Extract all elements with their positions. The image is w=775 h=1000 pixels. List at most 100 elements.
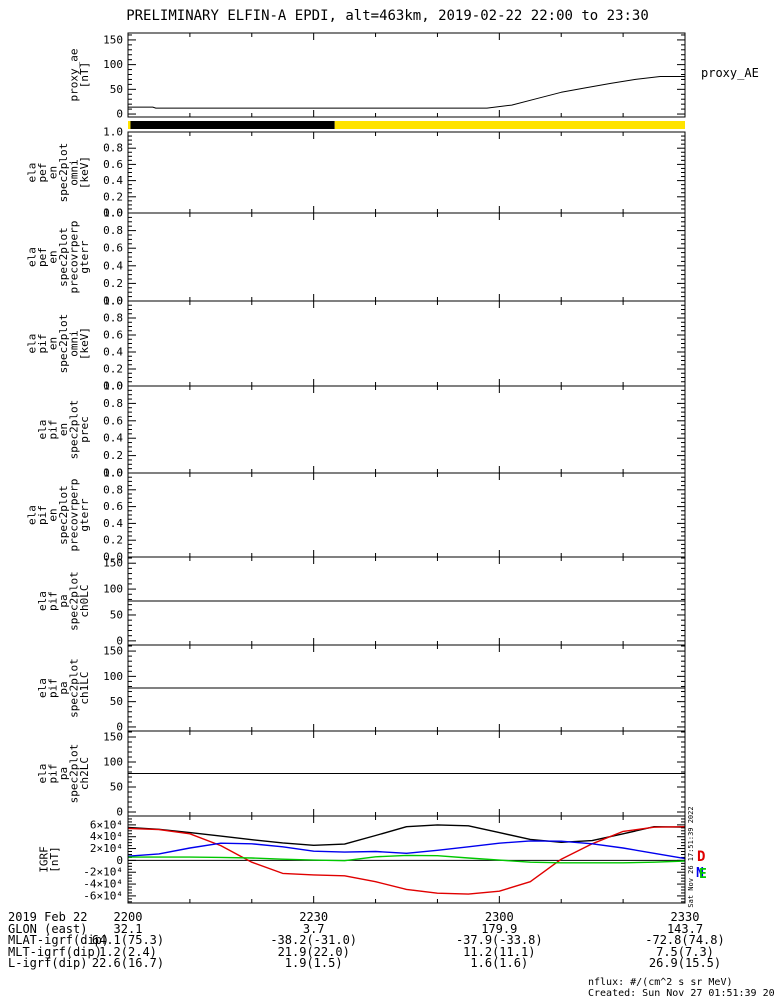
- panel-ylabel-line: spec2plot: [68, 744, 81, 804]
- y-tick-label: 50: [110, 83, 123, 96]
- series-N: [127, 840, 686, 860]
- y-tick-label: 0.4: [103, 432, 123, 445]
- series-B: [127, 824, 686, 846]
- panel-ylabel-line: spec2plot: [57, 314, 70, 374]
- y-tick-label: 1.0: [103, 380, 123, 393]
- panel-ylabel-line: [nT]: [78, 62, 91, 89]
- orbit-bar-segment: [128, 121, 131, 129]
- panel-ela_pif_en_spec2plot_omni: 0.0 0.2 0.4 0.6 0.8 1.0 elapifenspec2plotomni[…: [26, 295, 686, 393]
- igrf-legend-d: D: [697, 849, 706, 865]
- panel-border: [127, 815, 686, 904]
- footer-row-label: L-igrf(dip): [8, 956, 88, 970]
- footer-value: 1.2(2.4): [99, 944, 157, 959]
- igrf-legend-n: N: [696, 866, 704, 881]
- panel-ylabel-line: [keV]: [78, 327, 91, 360]
- panel-ylabel-line: pa: [57, 767, 70, 780]
- y-tick-label: -2×10⁴: [83, 866, 123, 879]
- y-tick-label: 0.2: [103, 363, 123, 376]
- panel-ylabel-line: prec: [78, 416, 91, 443]
- y-tick-label: 1.0: [103, 126, 123, 139]
- panel-border: [127, 300, 686, 387]
- y-tick-label: 0.2: [103, 277, 123, 290]
- y-tick-label: 0: [116, 720, 123, 733]
- footer-value: 32.1: [113, 921, 143, 936]
- vertical-timestamp: Sat Nov 26 17:51:39 2022: [687, 806, 695, 908]
- y-tick-label: 0.6: [103, 242, 123, 255]
- panel-border: [127, 472, 686, 558]
- flux-units-note: nflux: #/(cm^2 s sr MeV): [588, 977, 733, 988]
- page-title: PRELIMINARY ELFIN-A EPDI, alt=463km, 201…: [126, 8, 649, 24]
- panel-ylabel-line: pif: [36, 505, 49, 525]
- y-tick-label: 0.2: [103, 190, 123, 203]
- footer-value: 2230: [299, 910, 329, 924]
- y-tick-label: 0.4: [103, 259, 123, 272]
- y-tick-label: 0.6: [103, 414, 123, 427]
- y-tick-label: 6×10⁴: [90, 818, 123, 831]
- y-tick-label: 0.0: [103, 380, 123, 393]
- panel-ylabel-line: pif: [47, 420, 60, 440]
- y-tick-label: 0.6: [103, 158, 123, 171]
- panel-ylabel-line: ela: [26, 334, 39, 354]
- panel-ylabel-line: en: [57, 423, 70, 436]
- footer-value: 179.9: [481, 921, 518, 936]
- footer-value: 1.6(1.6): [470, 956, 529, 970]
- panel-ylabel-line: spec2plot: [68, 571, 81, 631]
- panel-ylabel-line: spec2plot: [68, 658, 81, 718]
- panel-ylabel-line: ela: [26, 505, 39, 525]
- panel-ylabel-line: ela: [36, 764, 49, 784]
- panel-proxy_ae: 0 50 100 150 proxy_ae[nT]: [68, 32, 686, 121]
- y-tick-label: 0.8: [103, 224, 123, 237]
- y-tick-label: 150: [103, 645, 123, 658]
- created-timestamp: Created: Sun Nov 27 01:51:39 2022: [588, 988, 775, 999]
- orbit-bar-segment: [334, 121, 685, 129]
- y-tick-label: 50: [110, 608, 123, 621]
- y-tick-label: 50: [110, 695, 123, 708]
- panel-border: [127, 131, 686, 214]
- panel-ylabel-line: pef: [36, 163, 49, 183]
- orbit-status-bar: [128, 121, 685, 129]
- panel-ylabel-line: [nT]: [48, 846, 61, 873]
- y-tick-label: 0.6: [103, 500, 123, 513]
- y-tick-label: 100: [103, 670, 123, 683]
- y-tick-label: -4×10⁴: [83, 878, 123, 891]
- y-tick-label: 0.8: [103, 483, 123, 496]
- y-tick-label: 150: [103, 731, 123, 744]
- y-tick-label: 50: [110, 781, 123, 794]
- panel-ylabel-line: pif: [47, 591, 60, 611]
- panel-ylabel-line: ela: [26, 163, 39, 183]
- footer-row-label: MLAT-igrf(dip): [8, 933, 110, 947]
- footer-value: 21.9(22.0): [277, 944, 350, 959]
- footer-value: 22.6(16.7): [91, 956, 165, 970]
- panel-ela_pef_en_spec2plot_omni: 0.0 0.2 0.4 0.6 0.8 1.0 elapefenspec2plotomni[…: [26, 126, 686, 220]
- y-tick-label: 0.0: [103, 551, 123, 564]
- y-tick-label: 0.4: [103, 174, 123, 187]
- panel-ylabel-line: pif: [36, 334, 49, 354]
- footer-value: -38.2(-31.0): [270, 933, 358, 947]
- panel-ylabel-line: IGRF: [38, 846, 51, 873]
- y-tick-label: 0.8: [103, 142, 123, 155]
- panel-ylabel-line: en: [47, 166, 60, 179]
- panel-border: [127, 32, 686, 118]
- panel-ylabel-line: omni: [68, 159, 81, 186]
- panel-ylabel-line: gterr: [78, 498, 91, 531]
- footer-value: 64.1(75.3): [91, 933, 165, 947]
- footer-row-label: 2019 Feb 22: [8, 910, 88, 924]
- panel-ela_pif_en_spec2plot_precovrperp_gterr: 0.0 0.2 0.4 0.6 0.8 1.0 elapifenspec2plotpreco…: [26, 467, 686, 564]
- y-tick-label: 0.0: [103, 207, 123, 220]
- panel-ylabel-line: en: [47, 508, 60, 521]
- panel-border: [127, 212, 686, 302]
- panel-ylabel-line: pef: [36, 247, 49, 267]
- panel-ylabel-line: ela: [36, 678, 49, 698]
- footer-row-label: MLT-igrf(dip): [8, 944, 102, 959]
- y-tick-label: 0.8: [103, 312, 123, 325]
- footer-value: 7.5(7.3): [656, 944, 714, 959]
- y-tick-label: 100: [103, 583, 123, 596]
- panel-ylabel-line: ela: [26, 247, 39, 267]
- footer-value: -37.9(-33.8): [455, 933, 543, 947]
- panel-ylabel-line: pif: [47, 678, 60, 698]
- proxy-ae-series-label: proxy_AE: [701, 66, 759, 80]
- y-tick-label: 150: [103, 33, 123, 46]
